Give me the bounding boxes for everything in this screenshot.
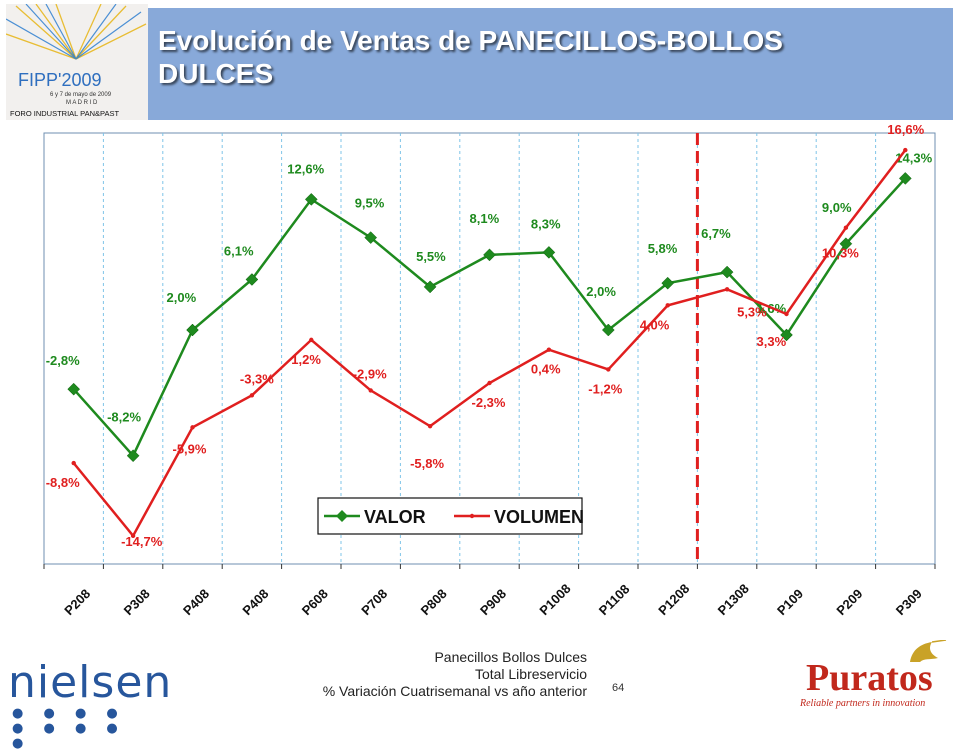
data-label-valor: 6,7% (701, 226, 731, 241)
data-label-valor: 8,3% (531, 216, 561, 231)
data-point-volumen (130, 533, 136, 539)
x-tick-label: P308 (121, 586, 153, 618)
x-tick-label: P808 (418, 586, 450, 618)
data-point-volumen (427, 423, 433, 429)
data-point-volumen (724, 287, 730, 292)
data-point-volumen (903, 147, 908, 153)
data-label-volumen: 1,2% (291, 352, 321, 367)
x-tick-label: P109 (774, 586, 806, 618)
x-tick-label: P908 (477, 586, 509, 618)
legend-marker-valor (336, 510, 348, 522)
x-tick-label: P408 (180, 586, 212, 618)
data-point-volumen (606, 367, 611, 372)
data-label-valor: 5,8% (648, 241, 678, 256)
data-label-volumen: 0,4% (531, 362, 561, 377)
data-point-valor (304, 193, 318, 206)
nielsen-logo: nielsen ● ● ● ● ● ● ● ● ● (8, 657, 173, 751)
data-point-valor (839, 237, 853, 251)
data-label-volumen: 5,3% (737, 304, 767, 319)
data-point-valor (423, 280, 437, 294)
data-label-valor: 9,0% (822, 200, 852, 215)
data-label-valor: 6,1% (224, 243, 254, 258)
data-point-volumen (249, 393, 255, 398)
data-point-valor (364, 231, 378, 244)
sales-evolution-chart: P208 P308 P408 P408 P608 P708 P808 P908 P1008 P11… (43, 122, 936, 618)
data-label-valor: 8,1% (470, 211, 500, 226)
x-tick-label: P309 (893, 586, 925, 618)
data-point-volumen (843, 225, 849, 230)
footnote-channel: Total Libreservicio (474, 666, 587, 682)
data-label-valor: 5,5% (416, 249, 446, 264)
x-tick-label: P1108 (596, 581, 633, 618)
footnote-category: Panecillos Bollos Dulces (434, 649, 587, 665)
page-title: Evolución de Ventas de PANECILLOS-BOLLOS… (158, 25, 783, 89)
page-number: 64 (612, 682, 625, 694)
legend-label-volumen: VOLUMEN (494, 507, 584, 527)
legend (317, 497, 583, 535)
data-point-valor (483, 248, 496, 262)
data-label-volumen: -2,3% (472, 395, 506, 410)
data-point-volumen (309, 337, 314, 343)
plot-area (43, 132, 936, 565)
data-point-valor (126, 449, 140, 463)
footnote-metric: % Variación Cuatrisemanal vs año anterio… (322, 683, 587, 699)
data-label-volumen: 3,3% (757, 334, 787, 349)
x-tick-label: P408 (239, 586, 271, 618)
data-label-volumen: 16,6% (887, 122, 924, 137)
data-label-volumen: -1,2% (588, 381, 622, 396)
data-label-valor: -2,8% (46, 353, 80, 368)
data-point-valor (67, 382, 81, 396)
legend-marker-volumen (469, 513, 475, 519)
data-point-valor (720, 265, 734, 279)
svg-text:FORO INDUSTRIAL PAN&PAST: FORO INDUSTRIAL PAN&PAST (10, 109, 119, 118)
data-label-valor: 2,0% (167, 290, 197, 305)
data-label-valor: 9,5% (355, 196, 385, 211)
chart-footnote: Panecillos Bollos Dulces Total Libreserv… (270, 649, 587, 700)
data-label-volumen: -14,7% (121, 534, 163, 549)
data-point-valor (542, 246, 556, 259)
data-point-volumen (665, 303, 670, 308)
data-label-volumen: -2,9% (353, 366, 387, 381)
puratos-logo: Puratos Reliable partners in innovation (800, 640, 950, 716)
data-point-valor (898, 172, 912, 185)
data-label-valor: 12,6% (287, 161, 324, 176)
data-point-volumen (487, 380, 492, 386)
x-tick-label: P208 (61, 586, 93, 618)
data-label-volumen: -8,8% (46, 475, 80, 490)
x-tick-label: P608 (299, 586, 331, 618)
svg-text:6 y 7 de mayo de 2009: 6 y 7 de mayo de 2009 (50, 92, 112, 98)
data-label-valor: 2,0% (586, 284, 616, 299)
data-point-volumen (190, 425, 195, 430)
data-point-valor (661, 276, 675, 290)
data-point-valor (780, 328, 793, 342)
data-point-volumen (784, 311, 789, 317)
data-point-valor (186, 323, 199, 337)
data-point-valor (601, 323, 615, 337)
x-tick-label: P708 (358, 586, 390, 618)
legend-label-valor: VALOR (364, 507, 426, 527)
data-point-valor (245, 273, 259, 286)
unicorn-icon (910, 640, 947, 662)
fipp-logo: FIPP'2009 6 y 7 de mayo de 2009 M A D R … (6, 4, 148, 120)
x-tick-label: P1208 (655, 581, 692, 618)
data-label-valor: -8,2% (107, 410, 141, 425)
data-point-volumen (71, 460, 76, 466)
data-label-volumen: -5,9% (173, 441, 207, 456)
data-point-volumen (546, 347, 552, 352)
data-label-volumen: 10,3% (822, 246, 859, 261)
data-label-volumen: -3,3% (240, 371, 274, 386)
x-tick-label: P1008 (536, 581, 573, 618)
data-label-volumen: 4,0% (640, 317, 670, 332)
data-label-volumen: -5,8% (410, 456, 444, 471)
data-point-volumen (368, 388, 373, 393)
data-label-valor: 14,3% (895, 150, 932, 165)
fipp-title: FIPP'2009 (18, 70, 102, 90)
title-banner: Evolución de Ventas de PANECILLOS-BOLLOS… (148, 8, 953, 120)
svg-text:M A D R I D: M A D R I D (66, 100, 98, 106)
x-tick-label: P1308 (715, 581, 752, 618)
x-tick-label: P209 (833, 586, 865, 618)
